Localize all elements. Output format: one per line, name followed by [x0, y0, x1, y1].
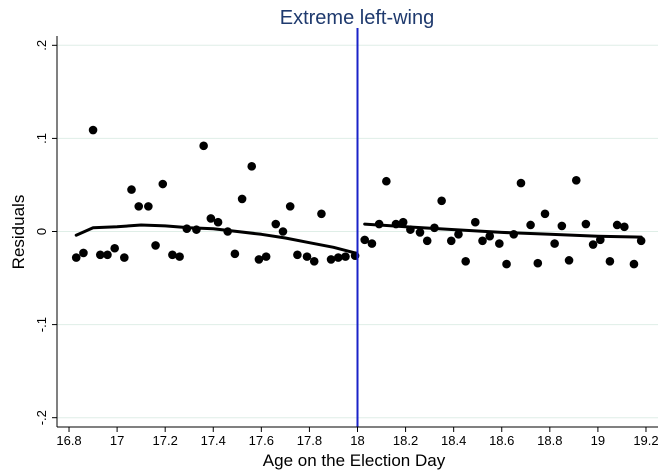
- data-point: [446, 236, 456, 246]
- data-point: [374, 219, 384, 229]
- y-tick-label: .1: [34, 133, 49, 144]
- y-ticks: -.2 -.1 0 .1 .2: [34, 40, 57, 425]
- x-tick-label: 18.2: [393, 433, 418, 448]
- data-point: [317, 209, 326, 219]
- data-point: [71, 253, 81, 262]
- data-point: [206, 214, 216, 223]
- data-point: [285, 202, 295, 211]
- x-tick-label: 18.6: [489, 433, 514, 448]
- data-point: [103, 250, 112, 260]
- x-axis-label: Age on the Election Day: [263, 451, 446, 470]
- data-point: [120, 253, 129, 262]
- x-tick-label: 18: [350, 433, 364, 448]
- data-point: [398, 217, 408, 227]
- x-ticks: 16.8 17 17.2 17.4 17.6 17.8 18 18.2 18.4 18.6 18.8…: [56, 427, 659, 448]
- data-point: [199, 141, 208, 151]
- data-point: [571, 175, 581, 185]
- data-point: [79, 248, 88, 258]
- data-point: [158, 179, 168, 189]
- data-point: [237, 194, 247, 204]
- fit-line-left: [74, 223, 357, 255]
- data-point: [564, 256, 574, 265]
- data-point: [302, 252, 312, 261]
- data-point: [502, 259, 511, 269]
- y-tick-label: -.1: [34, 317, 49, 332]
- data-point: [588, 240, 598, 249]
- data-point: [391, 219, 401, 229]
- data-point: [605, 256, 615, 266]
- y-tick-label: .2: [34, 40, 49, 51]
- data-point: [223, 227, 232, 236]
- data-point: [540, 209, 550, 219]
- data-point: [127, 185, 136, 194]
- x-tick-label: 18.8: [537, 433, 562, 448]
- data-point: [192, 225, 201, 234]
- data-point: [182, 224, 192, 234]
- x-tick-label: 19: [591, 433, 605, 448]
- data-point: [636, 236, 646, 246]
- data-point: [533, 258, 543, 268]
- data-point: [485, 231, 495, 241]
- data-point: [175, 252, 184, 261]
- data-point: [557, 221, 567, 231]
- data-point: [526, 220, 535, 230]
- data-point: [144, 202, 153, 211]
- data-point: [612, 220, 622, 230]
- x-tick-label: 19.2: [633, 433, 658, 448]
- data-point: [470, 217, 480, 227]
- x-tick-label: 18.4: [441, 433, 466, 448]
- x-tick-label: 17.4: [201, 433, 226, 448]
- data-point: [326, 255, 336, 264]
- data-point: [271, 219, 281, 229]
- fit-lines: [74, 222, 643, 255]
- data-point: [151, 241, 160, 250]
- data-point: [461, 256, 470, 266]
- data-point: [422, 236, 432, 246]
- data-point: [629, 259, 639, 269]
- x-tick-label: 16.8: [56, 433, 81, 448]
- data-point: [495, 239, 504, 248]
- data-point: [88, 125, 98, 135]
- data-point: [406, 225, 415, 234]
- data-point: [382, 176, 391, 186]
- x-tick-label: 17.8: [297, 433, 322, 448]
- data-point: [360, 235, 370, 245]
- data-point: [309, 256, 319, 266]
- data-point: [620, 222, 629, 232]
- y-tick-label: 0: [34, 228, 49, 235]
- data-point: [367, 239, 377, 248]
- data-point: [415, 228, 425, 237]
- fit-line-right: [363, 222, 643, 239]
- x-tick-label: 17: [110, 433, 124, 448]
- data-point: [134, 202, 144, 211]
- data-point: [596, 235, 605, 245]
- data-point: [261, 252, 271, 261]
- x-tick-label: 17.2: [153, 433, 178, 448]
- chart-title: Extreme left-wing: [280, 7, 435, 29]
- x-tick-label: 17.6: [249, 433, 274, 448]
- data-point: [581, 219, 591, 229]
- data-point: [293, 250, 302, 260]
- data-point: [254, 255, 264, 264]
- data-point: [95, 250, 105, 260]
- data-point: [168, 250, 177, 260]
- data-point: [509, 229, 519, 239]
- data-point: [341, 252, 350, 261]
- data-point: [437, 196, 446, 206]
- data-point: [478, 236, 487, 246]
- data-point: [230, 249, 240, 259]
- y-axis-label: Residuals: [9, 195, 28, 270]
- data-point: [454, 229, 463, 239]
- data-point: [516, 178, 526, 188]
- data-point: [430, 223, 439, 233]
- data-point: [213, 217, 223, 227]
- data-point: [247, 162, 257, 171]
- data-point: [278, 227, 288, 236]
- data-point: [333, 253, 343, 262]
- data-points: [71, 125, 646, 269]
- data-point: [110, 243, 119, 253]
- y-tick-label: -.2: [34, 410, 49, 425]
- data-point: [550, 239, 559, 248]
